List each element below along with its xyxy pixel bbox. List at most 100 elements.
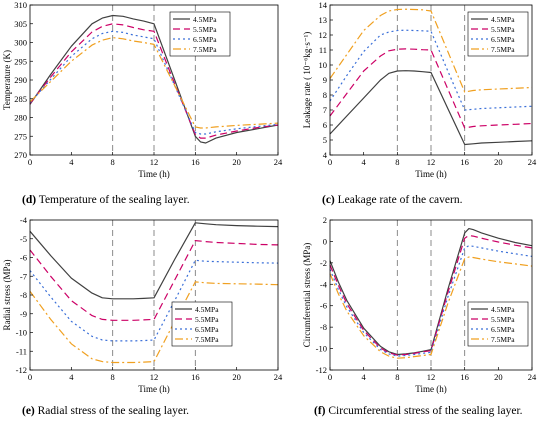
temperature-xtick-label-1: 4: [69, 157, 74, 167]
radial-xtick-label-6: 24: [274, 372, 283, 382]
chart-circumferential: 0 4 8 12 16 20 24 -12 -10 -8 -6 -4 -2 0 2 Time (h) Circu…: [302, 215, 537, 394]
radial-ytick-label-6: -6: [20, 253, 27, 263]
temperature-xtick-label-2: 8: [111, 157, 115, 167]
circumferential-ytick-label-2: -8: [320, 322, 327, 332]
caption-c: (c) Leakage rate of the cavern.: [322, 194, 462, 206]
circumferential-x-axis-label: Time (h): [415, 384, 446, 394]
temperature-ytick-label-4: 290: [14, 75, 27, 85]
circumferential-ytick-label-1: -10: [316, 344, 327, 354]
circumferential-xtick-label-5: 20: [494, 372, 503, 382]
caption-e: (e) Radial stress of the sealing layer.: [22, 405, 189, 417]
temperature-xtick-label-0: 0: [28, 157, 32, 167]
radial-ytick-label-7: -5: [20, 234, 27, 244]
chart-temperature: 0 4 8 12 16 20 24 270 275 280 285 290 295 300 305 310 Ti…: [2, 0, 283, 179]
caption-c-text: Leakage rate of the cavern.: [334, 194, 463, 206]
circumferential-ytick-label-6: 0: [323, 236, 327, 246]
temperature-ytick-label-3: 285: [14, 94, 27, 104]
leakage-ytick-label-0: 4: [323, 150, 328, 160]
temperature-series-line-1: [29, 23, 279, 139]
radial-legend-label-3: 7.5MPa: [195, 335, 219, 344]
radial-xtick-label-1: 4: [69, 372, 74, 382]
leakage-ytick-label-5: 9: [323, 75, 327, 85]
caption-d: (d) Temperature of the sealing layer.: [22, 194, 190, 206]
radial-xtick-label-5: 20: [232, 372, 241, 382]
circumferential-ytick-label-4: -4: [320, 279, 328, 289]
leakage-xtick-label-2: 8: [395, 157, 399, 167]
temperature-ytick-label-8: 310: [14, 0, 27, 10]
leakage-xtick-label-6: 24: [528, 157, 537, 167]
radial-ytick-label-5: -7: [20, 271, 27, 281]
leakage-ytick-label-8: 12: [319, 30, 328, 40]
radial-legend-label-0: 4.5MPa: [195, 305, 219, 314]
radial-ytick-label-2: -10: [16, 328, 27, 338]
leakage-ytick-label-7: 11: [319, 45, 327, 55]
circumferential-ytick-label-7: 2: [323, 215, 327, 225]
circumferential-xtick-label-3: 12: [427, 372, 436, 382]
circumferential-xtick-label-4: 16: [460, 372, 469, 382]
circumferential-xtick-label-6: 24: [528, 372, 537, 382]
temperature-x-axis-label: Time (h): [138, 169, 169, 179]
radial-ytick-label-0: -12: [16, 365, 27, 375]
circumferential-xtick-label-2: 8: [395, 372, 399, 382]
radial-legend-label-2: 6.5MPa: [195, 325, 219, 334]
circumferential-y-axis-label: Circumferential stress (MPa): [302, 243, 312, 347]
chart-radial: 0 4 8 12 16 20 24 -12 -11 -10 -9 -8 -7 -6 -5 -4 Time (h)…: [2, 215, 283, 394]
temperature-legend-label-0: 4.5MPa: [193, 15, 217, 24]
temperature-ytick-label-0: 270: [14, 150, 27, 160]
leakage-ytick-label-1: 5: [323, 135, 327, 145]
circumferential-legend-label-2: 6.5MPa: [491, 325, 515, 334]
leakage-x-axis-label: Time (h): [415, 169, 446, 179]
caption-f-letter: (f): [314, 405, 326, 417]
leakage-series-line-2: [329, 29, 533, 111]
temperature-xtick-label-6: 24: [274, 157, 283, 167]
temperature-ytick-label-2: 280: [14, 113, 27, 123]
temperature-xtick-label-4: 16: [191, 157, 200, 167]
temperature-xtick-label-3: 12: [150, 157, 159, 167]
leakage-ytick-label-9: 13: [319, 15, 328, 25]
radial-x-axis-label: Time (h): [138, 384, 169, 394]
radial-series-line-3: [29, 281, 279, 364]
radial-xtick-label-2: 8: [111, 372, 115, 382]
temperature-legend-label-2: 6.5MPa: [193, 35, 217, 44]
caption-f-text: Circumferential stress of the sealing la…: [325, 405, 523, 417]
leakage-xtick-label-0: 0: [328, 157, 332, 167]
circumferential-ytick-label-0: -12: [316, 365, 327, 375]
leakage-series-line-1: [329, 48, 533, 129]
circumferential-series-line-3: [329, 256, 533, 359]
radial-ytick-label-3: -9: [20, 309, 27, 319]
circumferential-legend-label-1: 5.5MPa: [491, 315, 515, 324]
leakage-y-axis-label: Leakage rate ( 10⁻⁶kg·s⁻¹): [302, 32, 312, 129]
temperature-ytick-label-6: 300: [14, 38, 27, 48]
temperature-series-line-2: [29, 30, 279, 135]
caption-d-text: Temperature of the sealing layer.: [36, 194, 190, 206]
leakage-ytick-label-6: 10: [319, 60, 328, 70]
circumferential-xtick-label-1: 4: [362, 372, 367, 382]
caption-e-text: Radial stress of the sealing layer.: [34, 405, 190, 417]
caption-e-letter: (e): [22, 405, 35, 417]
circumferential-series-line-0: [329, 228, 533, 356]
radial-series-line-0: [29, 222, 279, 300]
temperature-legend-label-1: 5.5MPa: [193, 25, 217, 34]
radial-series-line-1: [29, 240, 279, 321]
leakage-ytick-label-10: 14: [319, 0, 328, 10]
radial-ytick-label-8: -4: [20, 215, 28, 225]
temperature-series-line-0: [29, 14, 279, 144]
radial-ytick-label-4: -8: [20, 290, 27, 300]
leakage-ytick-label-2: 6: [323, 120, 327, 130]
temperature-ytick-label-7: 305: [14, 19, 27, 29]
temperature-y-axis-label: Temperature (K): [2, 50, 12, 110]
leakage-xtick-label-5: 20: [494, 157, 503, 167]
leakage-series-line-3: [329, 8, 533, 93]
leakage-xtick-label-3: 12: [427, 157, 436, 167]
leakage-legend-label-3: 7.5MPa: [491, 45, 515, 54]
caption-f: (f) Circumferential stress of the sealin…: [314, 405, 523, 417]
leakage-xtick-label-4: 16: [460, 157, 469, 167]
leakage-legend-label-1: 5.5MPa: [491, 25, 515, 34]
circumferential-series-line-2: [329, 245, 533, 357]
